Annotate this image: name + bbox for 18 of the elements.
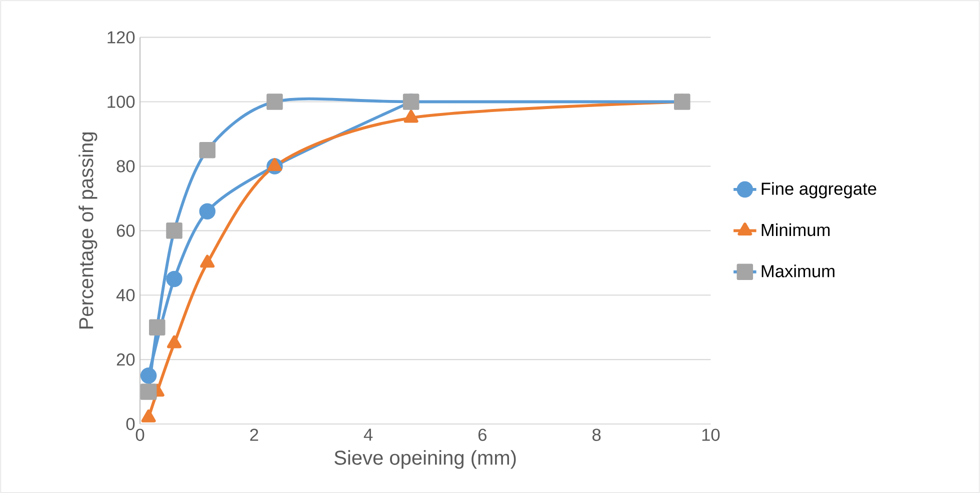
legend-label: Minimum: [762, 223, 830, 236]
legend-label: Fine aggregate: [762, 182, 876, 198]
y-tick-label: 20: [116, 353, 135, 366]
x-tick-label: 2: [250, 428, 258, 441]
x-tick-label: 6: [478, 428, 486, 441]
y-tick-label: 120: [108, 31, 135, 44]
x-tick-label: 10: [702, 428, 720, 441]
y-tick-label: 40: [116, 288, 135, 302]
y-tick-label: 100: [108, 95, 135, 108]
legend-label: Maximum: [762, 264, 834, 278]
y-axis-title: Percentage of passing: [78, 132, 98, 328]
y-tick-label: 0: [126, 418, 135, 430]
x-tick-label: 0: [136, 428, 144, 441]
x-axis-title: Sieve opeining (mm): [334, 450, 516, 469]
x-tick-label: 4: [364, 428, 373, 440]
y-tick-label: 80: [116, 160, 135, 172]
y-tick-label: 60: [116, 224, 135, 237]
x-tick-label: 8: [592, 428, 601, 441]
